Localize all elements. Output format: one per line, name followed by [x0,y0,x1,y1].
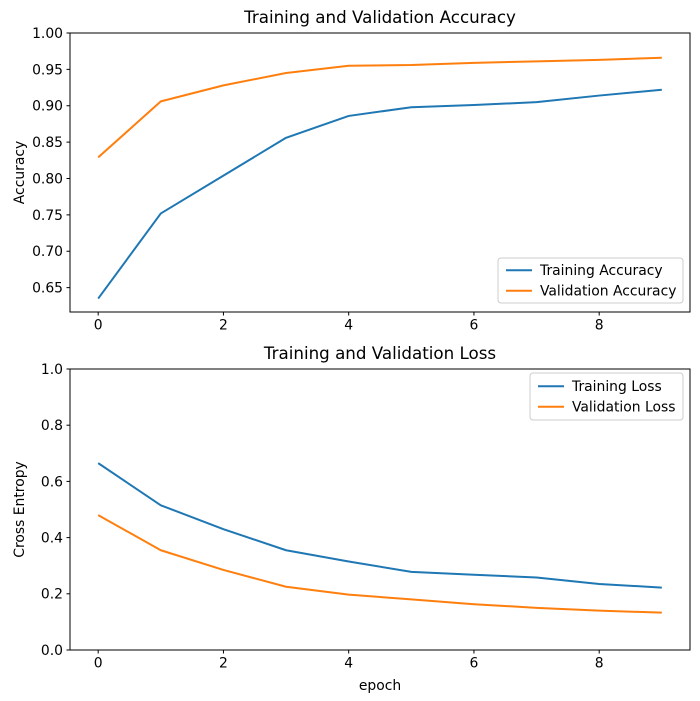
training-accuracy-line [97,88,662,300]
x-tick-label: 8 [595,656,604,672]
y-tick-label: 0.70 [32,244,63,260]
legend-label: Training Accuracy [539,263,663,279]
accuracy-chart: 0 2 4 6 8 0.65 0.70 0.75 0.80 0.85 0.90 0.95 1.00 Tra… [12,7,691,334]
y-tick-label: 0.2 [41,587,63,603]
y-tick-label: 0.80 [32,171,63,187]
y-axis-label: Accuracy [12,141,28,204]
y-tick-label: 0.8 [41,418,63,434]
axes-box [69,32,691,313]
y-tick-label: 0.95 [32,62,63,78]
y-tick-label: 0.90 [32,99,63,115]
legend-label: Validation Loss [572,400,675,416]
x-tick-label: 4 [344,318,353,334]
y-axis-label: Cross Entropy [12,461,28,557]
x-tick-label: 8 [595,318,604,334]
validation-accuracy-line [97,56,662,159]
y-tick-label: 0.4 [41,531,63,547]
axes-box [69,368,691,651]
x-tick-label: 6 [470,656,479,672]
chart-title: Training and Validation Accuracy [243,7,516,27]
x-tick-label: 2 [219,656,228,672]
x-tick-label: 2 [219,318,228,334]
y-tick-label: 1.0 [41,362,63,378]
legend-label: Training Loss [571,379,662,395]
y-tick-label: 0.85 [32,135,63,151]
y-tick-label: 0.65 [32,281,63,297]
x-tick-label: 0 [94,318,103,334]
validation-loss-line [97,514,662,614]
x-tick-label: 4 [344,656,353,672]
x-axis-label: epoch [359,678,401,694]
loss-chart: 0 2 4 6 8 0.0 0.2 0.4 0.6 0.8 1.0 Training and Vali… [12,343,691,694]
legend-box [497,257,684,304]
x-tick-label: 0 [94,656,103,672]
chart-title: Training and Validation Loss [263,343,496,363]
y-tick-label: 1.00 [32,26,63,42]
legend-label: Validation Accuracy [540,284,676,300]
y-tick-label: 0.75 [32,208,63,224]
x-tick-label: 6 [470,318,479,334]
y-tick-label: 0.0 [41,643,63,659]
legend-box [529,372,684,421]
training-loss-line [97,462,662,589]
y-tick-label: 0.6 [41,474,63,490]
